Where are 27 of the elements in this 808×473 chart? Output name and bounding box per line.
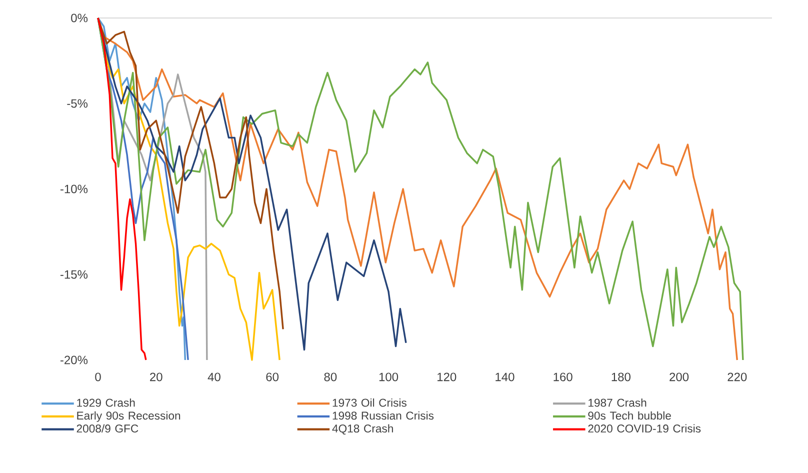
y-tick-label: -20%: [60, 356, 88, 364]
x-tick-label: 0: [95, 372, 101, 382]
x-tick-label: 180: [612, 372, 630, 382]
legend-label: 1998 Russian Crisis: [332, 411, 434, 420]
x-tick-label: 120: [438, 372, 456, 382]
x-tick-label: 100: [379, 372, 398, 382]
y-tick-label: -5%: [67, 99, 88, 108]
x-tick-label: 200: [670, 372, 689, 382]
x-tick-label: 80: [324, 372, 337, 382]
legend-label: 1987 Crash: [588, 398, 646, 407]
x-tick-label: 60: [266, 372, 279, 382]
legend-label: 2020 COVID-19 Crisis: [588, 424, 701, 433]
legend-label: 1929 Crash: [77, 398, 135, 407]
legend-label: 2008/9 GFC: [76, 424, 138, 433]
x-tick-label: 40: [208, 372, 220, 382]
line-series: [97, 17, 147, 361]
x-tick-label: 220: [728, 372, 747, 382]
legend-label: 90s Tech bubble: [588, 411, 671, 420]
legend-label: 4Q18 Crash: [332, 424, 393, 435]
y-tick-label: -15%: [60, 270, 88, 279]
y-tick-label: -10%: [60, 184, 88, 194]
legend-label: Early 90s Recession: [77, 411, 180, 422]
legend-label: 1973 Oil Crisis: [332, 398, 406, 407]
x-tick-label: 140: [496, 372, 514, 382]
x-tick-label: 20: [150, 372, 162, 382]
x-tick-label: 160: [554, 372, 572, 382]
y-tick-label: 0%: [71, 14, 88, 22]
